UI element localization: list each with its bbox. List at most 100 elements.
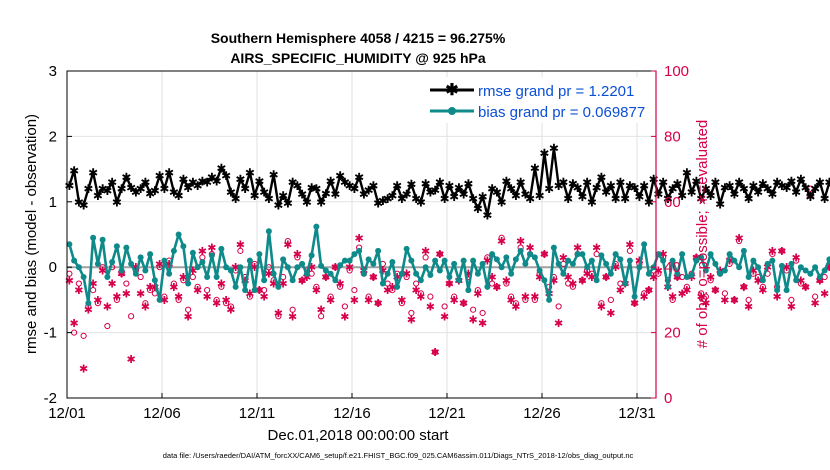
rmse-point: ✱ bbox=[159, 182, 169, 196]
bias-point bbox=[151, 277, 158, 284]
rmse-point: ✱ bbox=[625, 179, 635, 193]
bias-point bbox=[303, 270, 310, 277]
bias-point bbox=[764, 260, 771, 267]
bias-point bbox=[375, 247, 382, 254]
rmse-point: ✱ bbox=[758, 177, 768, 191]
obs-evaluated-point: ✱ bbox=[754, 274, 763, 287]
obs-evaluated-point: ✱ bbox=[640, 291, 649, 304]
bias-point bbox=[441, 257, 448, 264]
rmse-point: ✱ bbox=[207, 170, 217, 184]
bias-point bbox=[579, 251, 586, 258]
obs-possible-point bbox=[299, 277, 306, 284]
rmse-point: ✱ bbox=[102, 184, 112, 198]
bias-point bbox=[166, 270, 173, 277]
bias-point bbox=[512, 256, 519, 263]
bias-point bbox=[788, 260, 795, 267]
bias-point bbox=[313, 223, 320, 230]
obs-possible-point bbox=[289, 306, 296, 313]
rmse-point: ✱ bbox=[649, 172, 659, 186]
bias-point bbox=[261, 277, 268, 284]
rmse-point: ✱ bbox=[577, 190, 587, 204]
obs-possible-point bbox=[104, 322, 111, 330]
bias-point bbox=[242, 287, 249, 294]
rmse-point: ✱ bbox=[193, 179, 203, 193]
obs-possible-point bbox=[641, 290, 648, 297]
obs-evaluated-point: ✱ bbox=[84, 304, 93, 317]
obs-evaluated-point: ✱ bbox=[65, 274, 74, 287]
rmse-point: ✱ bbox=[145, 187, 155, 201]
bias-point bbox=[622, 280, 629, 287]
obs-possible-point bbox=[702, 293, 709, 300]
obs-possible-point bbox=[669, 296, 676, 303]
bias-point bbox=[736, 264, 743, 271]
bias-point bbox=[474, 270, 481, 277]
rmse-point: ✱ bbox=[725, 179, 735, 193]
rmse-point: ✱ bbox=[639, 179, 649, 193]
bias-point bbox=[679, 251, 686, 258]
rmse-point: ✱ bbox=[815, 176, 825, 190]
bias-point bbox=[560, 270, 567, 277]
obs-possible-point bbox=[470, 306, 477, 313]
obs-possible-point bbox=[731, 296, 738, 303]
bias-point bbox=[436, 267, 443, 274]
obs-possible-point bbox=[812, 293, 819, 300]
rmse-point: ✱ bbox=[796, 172, 806, 186]
bias-point bbox=[816, 274, 823, 281]
chart-subtitle: AIRS_SPECIFIC_HUMIDITY @ 925 hPa bbox=[230, 50, 486, 66]
bias-point bbox=[531, 254, 538, 261]
bias-point bbox=[208, 252, 215, 259]
obs-evaluated-point: ✱ bbox=[426, 300, 435, 313]
rmse-point: ✱ bbox=[330, 187, 340, 201]
obs-possible-point bbox=[603, 273, 610, 281]
bias-point bbox=[199, 258, 206, 265]
rmse-point: ✱ bbox=[74, 195, 84, 209]
bias-point bbox=[797, 264, 804, 271]
obs-possible-point bbox=[745, 296, 752, 303]
bias-point bbox=[318, 262, 325, 269]
obs-possible-point bbox=[512, 300, 519, 307]
obs-possible-point bbox=[484, 254, 491, 261]
obs-evaluated-point: ✱ bbox=[74, 284, 83, 297]
obs-evaluated-point: ✱ bbox=[393, 271, 402, 284]
y-tick-label-right: 40 bbox=[664, 259, 681, 276]
bias-point bbox=[75, 264, 82, 271]
bias-point bbox=[80, 274, 87, 281]
obs-evaluated-point: ✱ bbox=[283, 238, 292, 251]
rmse-point: ✱ bbox=[620, 192, 630, 206]
obs-evaluated-point: ✱ bbox=[573, 242, 582, 255]
bias-point bbox=[626, 257, 633, 264]
rmse-point: ✱ bbox=[701, 182, 711, 196]
obs-evaluated-point: ✱ bbox=[559, 251, 568, 264]
rmse-point: ✱ bbox=[121, 170, 131, 184]
rmse-point: ✱ bbox=[801, 181, 811, 195]
rmse-point: ✱ bbox=[535, 189, 545, 203]
obs-possible-point bbox=[736, 237, 743, 245]
obs-possible-point bbox=[493, 283, 500, 290]
obs-evaluated-point: ✱ bbox=[739, 281, 748, 294]
rmse-point: ✱ bbox=[93, 189, 103, 203]
bias-point bbox=[522, 260, 529, 267]
obs-evaluated-point: ✱ bbox=[207, 242, 216, 255]
obs-possible-point bbox=[451, 293, 458, 300]
bias-point bbox=[256, 251, 263, 258]
bias-point bbox=[759, 277, 766, 284]
legend: ✱ rmse grand pr = 1.2201 bias grand pr =… bbox=[426, 77, 654, 123]
obs-evaluated-point: ✱ bbox=[535, 271, 544, 284]
y-tick-label: 3 bbox=[49, 63, 57, 80]
obs-evaluated-point: ✱ bbox=[236, 238, 245, 251]
obs-evaluated-point: ✱ bbox=[378, 264, 387, 277]
obs-possible-point bbox=[740, 283, 747, 290]
obs-possible-point bbox=[797, 280, 804, 287]
rmse-point: ✱ bbox=[164, 166, 174, 180]
rmse-point: ✱ bbox=[653, 187, 663, 201]
rmse-point: ✱ bbox=[753, 185, 763, 199]
obs-possible-point bbox=[375, 300, 382, 307]
obs-possible-point bbox=[113, 296, 120, 303]
bias-point bbox=[99, 236, 106, 243]
bias-point bbox=[574, 251, 581, 258]
bias-point bbox=[194, 264, 201, 271]
bias-point bbox=[213, 274, 220, 281]
bias-point bbox=[451, 260, 458, 267]
obs-evaluated-point: ✱ bbox=[340, 310, 349, 323]
obs-possible-point bbox=[370, 273, 377, 281]
